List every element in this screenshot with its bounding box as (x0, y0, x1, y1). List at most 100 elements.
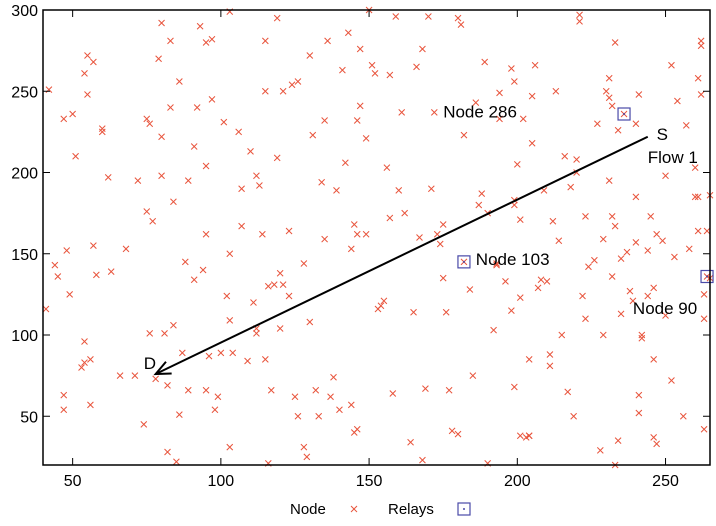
node-point (176, 411, 183, 418)
node-point (413, 63, 420, 71)
node-point (659, 237, 666, 245)
node-point (383, 164, 391, 171)
node-point (267, 386, 275, 394)
node-point (69, 110, 76, 118)
node-point (264, 282, 272, 290)
y-tick-label: 50 (20, 409, 38, 426)
node-point (635, 409, 643, 417)
node-point (143, 115, 151, 123)
node-point (674, 97, 681, 105)
node-point (638, 331, 646, 339)
node-point (184, 386, 192, 394)
node-point (199, 266, 207, 274)
y-tick-label: 200 (11, 166, 38, 183)
node-point (662, 312, 669, 319)
node-point (478, 190, 486, 197)
node-point (685, 245, 693, 253)
node-point (549, 217, 557, 225)
node-point (81, 70, 88, 77)
node-point (167, 104, 174, 111)
node-point (279, 87, 287, 95)
node-point (294, 412, 302, 420)
node-point (220, 118, 228, 126)
node-point (324, 37, 331, 45)
node-point (537, 276, 545, 284)
node-point (66, 291, 74, 298)
node-point (694, 193, 702, 201)
node-point (140, 421, 148, 428)
node-point (371, 70, 379, 77)
node-point (534, 284, 542, 292)
node-point (555, 237, 563, 245)
node-point (691, 164, 699, 171)
annotation-label: Node 90 (633, 299, 697, 318)
node-point (279, 281, 287, 288)
points-layer (42, 6, 714, 469)
node-point (608, 102, 616, 110)
node-point (460, 131, 468, 139)
node-point (457, 21, 465, 28)
node-point (543, 278, 551, 285)
node-point (635, 391, 643, 399)
node-point (342, 159, 349, 167)
node-point (510, 78, 518, 85)
node-point (647, 213, 655, 220)
node-point (250, 299, 257, 306)
node-point (167, 37, 174, 45)
node-point (502, 278, 509, 285)
node-point (247, 148, 254, 155)
node-point (614, 126, 622, 134)
node-point (419, 45, 426, 53)
node-point (531, 61, 539, 69)
node-point (377, 302, 385, 310)
node-point (315, 412, 323, 420)
node-point (321, 117, 328, 124)
node-point (253, 172, 260, 180)
node-point (261, 37, 269, 45)
node-point (152, 375, 160, 383)
node-point (309, 131, 317, 139)
node-point (181, 258, 189, 266)
node-point (211, 406, 219, 414)
node-point (330, 373, 337, 381)
node-point (208, 35, 216, 43)
annotation-label: Flow 1 (648, 148, 698, 167)
node-point (608, 273, 616, 280)
node-point (353, 117, 361, 124)
node-point (146, 330, 154, 337)
node-point (516, 216, 524, 223)
node-point (605, 94, 613, 102)
node-point (178, 349, 186, 357)
node-point (626, 287, 634, 295)
node-point (644, 247, 652, 254)
node-point (668, 377, 675, 384)
node-point (190, 276, 198, 284)
node-point (638, 334, 646, 342)
node-point (202, 162, 210, 170)
node-point (582, 315, 589, 323)
node-point (276, 325, 284, 332)
node-point (116, 372, 124, 379)
node-point (442, 308, 450, 316)
node-point (362, 230, 370, 238)
node-point (668, 61, 675, 69)
node-point (158, 133, 165, 141)
node-point (146, 120, 154, 128)
node-point (170, 321, 177, 329)
node-point (516, 294, 524, 301)
node-point (173, 458, 180, 466)
node-point (226, 250, 234, 258)
axis-ticks: 50 100 150 200 250 50 100 150 200 250 300 (11, 3, 710, 490)
node-point (353, 230, 361, 238)
node-point (90, 58, 97, 66)
node-point (63, 247, 71, 254)
node-point (700, 315, 708, 323)
node-point (493, 261, 500, 269)
annotation-label: Node 286 (443, 102, 517, 121)
node-point (528, 139, 536, 147)
node-point (445, 386, 453, 394)
node-point (87, 356, 94, 363)
node-point (256, 182, 263, 189)
node-point (226, 317, 234, 324)
